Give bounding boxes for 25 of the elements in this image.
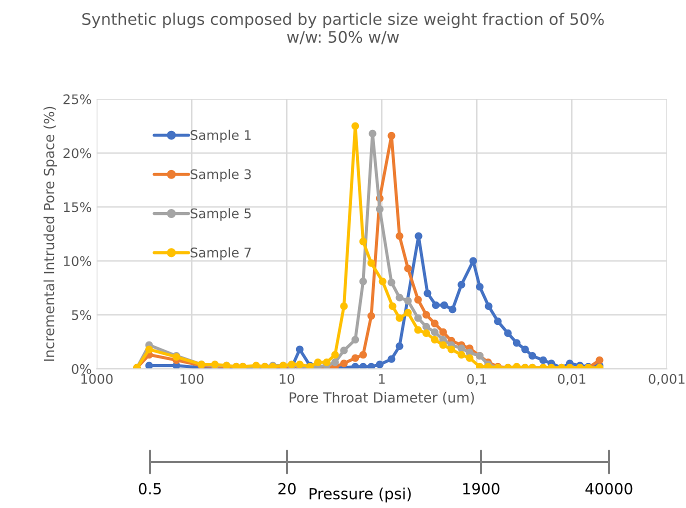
legend-label: Sample 3 [190,168,251,182]
text: 40000 [585,482,632,494]
x-tick-label: 100 [180,374,204,384]
x-tick-label: 0,001 [648,374,684,386]
text: Pressure (psi) [310,488,411,502]
x-axis-title: Pore Throat Diameter (um) [290,392,474,404]
x-tick-label: 1 [379,374,385,384]
x-tick-label: 0,01 [558,374,586,386]
text: 20 [278,482,296,494]
y-tick-label: 10% [64,256,92,266]
y-tick-label: 25% [64,94,92,104]
x-tick-label: 0,1 [467,374,486,386]
chart-title: Synthetic plugs composed by particle size weight fraction of 50% w/w: 50% w/w [82,12,604,44]
text: 1900 [463,482,500,494]
y-tick-label: 5% [72,310,92,320]
legend-label: Sample 1 [190,130,251,143]
y-tick-label: 15% [64,202,92,212]
x-tick-label: 10 [280,374,294,384]
legend-label: Sample 7 [190,247,251,260]
y-tick-label: 20% [64,148,92,158]
x-tick-label: 1000 [81,374,113,384]
text: 0.5 [138,482,161,494]
y-axis-title: Incremental Intruded Pore Space (%) [44,106,57,361]
y-tick-label: 0% [72,364,92,374]
legend-label: Sample 5 [190,208,251,221]
